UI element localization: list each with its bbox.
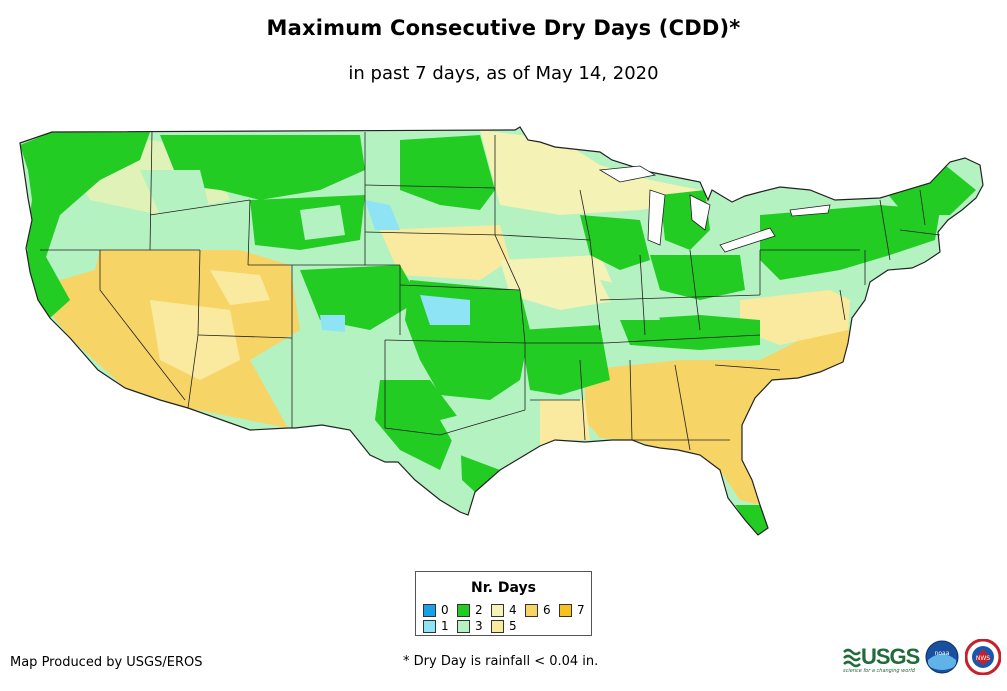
- legend-label: 2: [475, 603, 483, 617]
- legend-item-4: 4: [491, 603, 517, 617]
- noaa-logo-text: noaa: [935, 650, 950, 657]
- legend-item-1: 1: [423, 619, 449, 633]
- legend-swatch: [491, 603, 504, 617]
- legend-label: 7: [577, 603, 585, 617]
- legend-item-3: 3: [457, 619, 483, 633]
- usgs-logo: USGS: [861, 644, 920, 669]
- legend-item-0: 0: [423, 603, 449, 617]
- legend-item-2: 2: [457, 603, 483, 617]
- dry-day-footnote: * Dry Day is rainfall < 0.04 in.: [403, 654, 599, 669]
- legend-label: 4: [509, 603, 517, 617]
- legend-swatch: [525, 603, 538, 617]
- cdd-map: [19, 126, 984, 536]
- legend-swatch: [457, 603, 470, 617]
- map-title: Maximum Consecutive Dry Days (CDD)*: [266, 16, 741, 40]
- legend-swatch: [423, 619, 436, 633]
- legend: Nr. Days 0 1 2 3 4 5 6 7: [415, 571, 592, 636]
- legend-swatch: [423, 603, 436, 617]
- legend-label: 0: [441, 603, 449, 617]
- legend-item-5: 5: [491, 619, 517, 633]
- legend-label: 6: [543, 603, 551, 617]
- noaa-logo-icon: noaa: [925, 640, 959, 674]
- producer-credit: Map Produced by USGS/EROS: [10, 655, 203, 670]
- agency-logos: USGS science for a changing world noaa N…: [843, 638, 1003, 680]
- usgs-tagline: science for a changing world: [843, 668, 915, 674]
- legend-title: Nr. Days: [471, 580, 536, 596]
- legend-swatch: [457, 619, 470, 633]
- legend-item-6: 6: [525, 603, 551, 617]
- great-lakes: [598, 165, 831, 253]
- legend-item-7: 7: [559, 603, 585, 617]
- usgs-wave-icon: [843, 648, 861, 668]
- dry-day-regions: [20, 130, 976, 535]
- nws-logo-text: NWS: [976, 655, 990, 662]
- state-boundaries: [40, 131, 941, 451]
- legend-swatch: [491, 619, 504, 633]
- nws-logo-icon: NWS: [965, 639, 1001, 675]
- legend-label: 3: [475, 619, 483, 633]
- map-subtitle: in past 7 days, as of May 14, 2020: [348, 63, 659, 84]
- legend-label: 1: [441, 619, 449, 633]
- legend-swatch: [559, 603, 572, 617]
- legend-label: 5: [509, 619, 517, 633]
